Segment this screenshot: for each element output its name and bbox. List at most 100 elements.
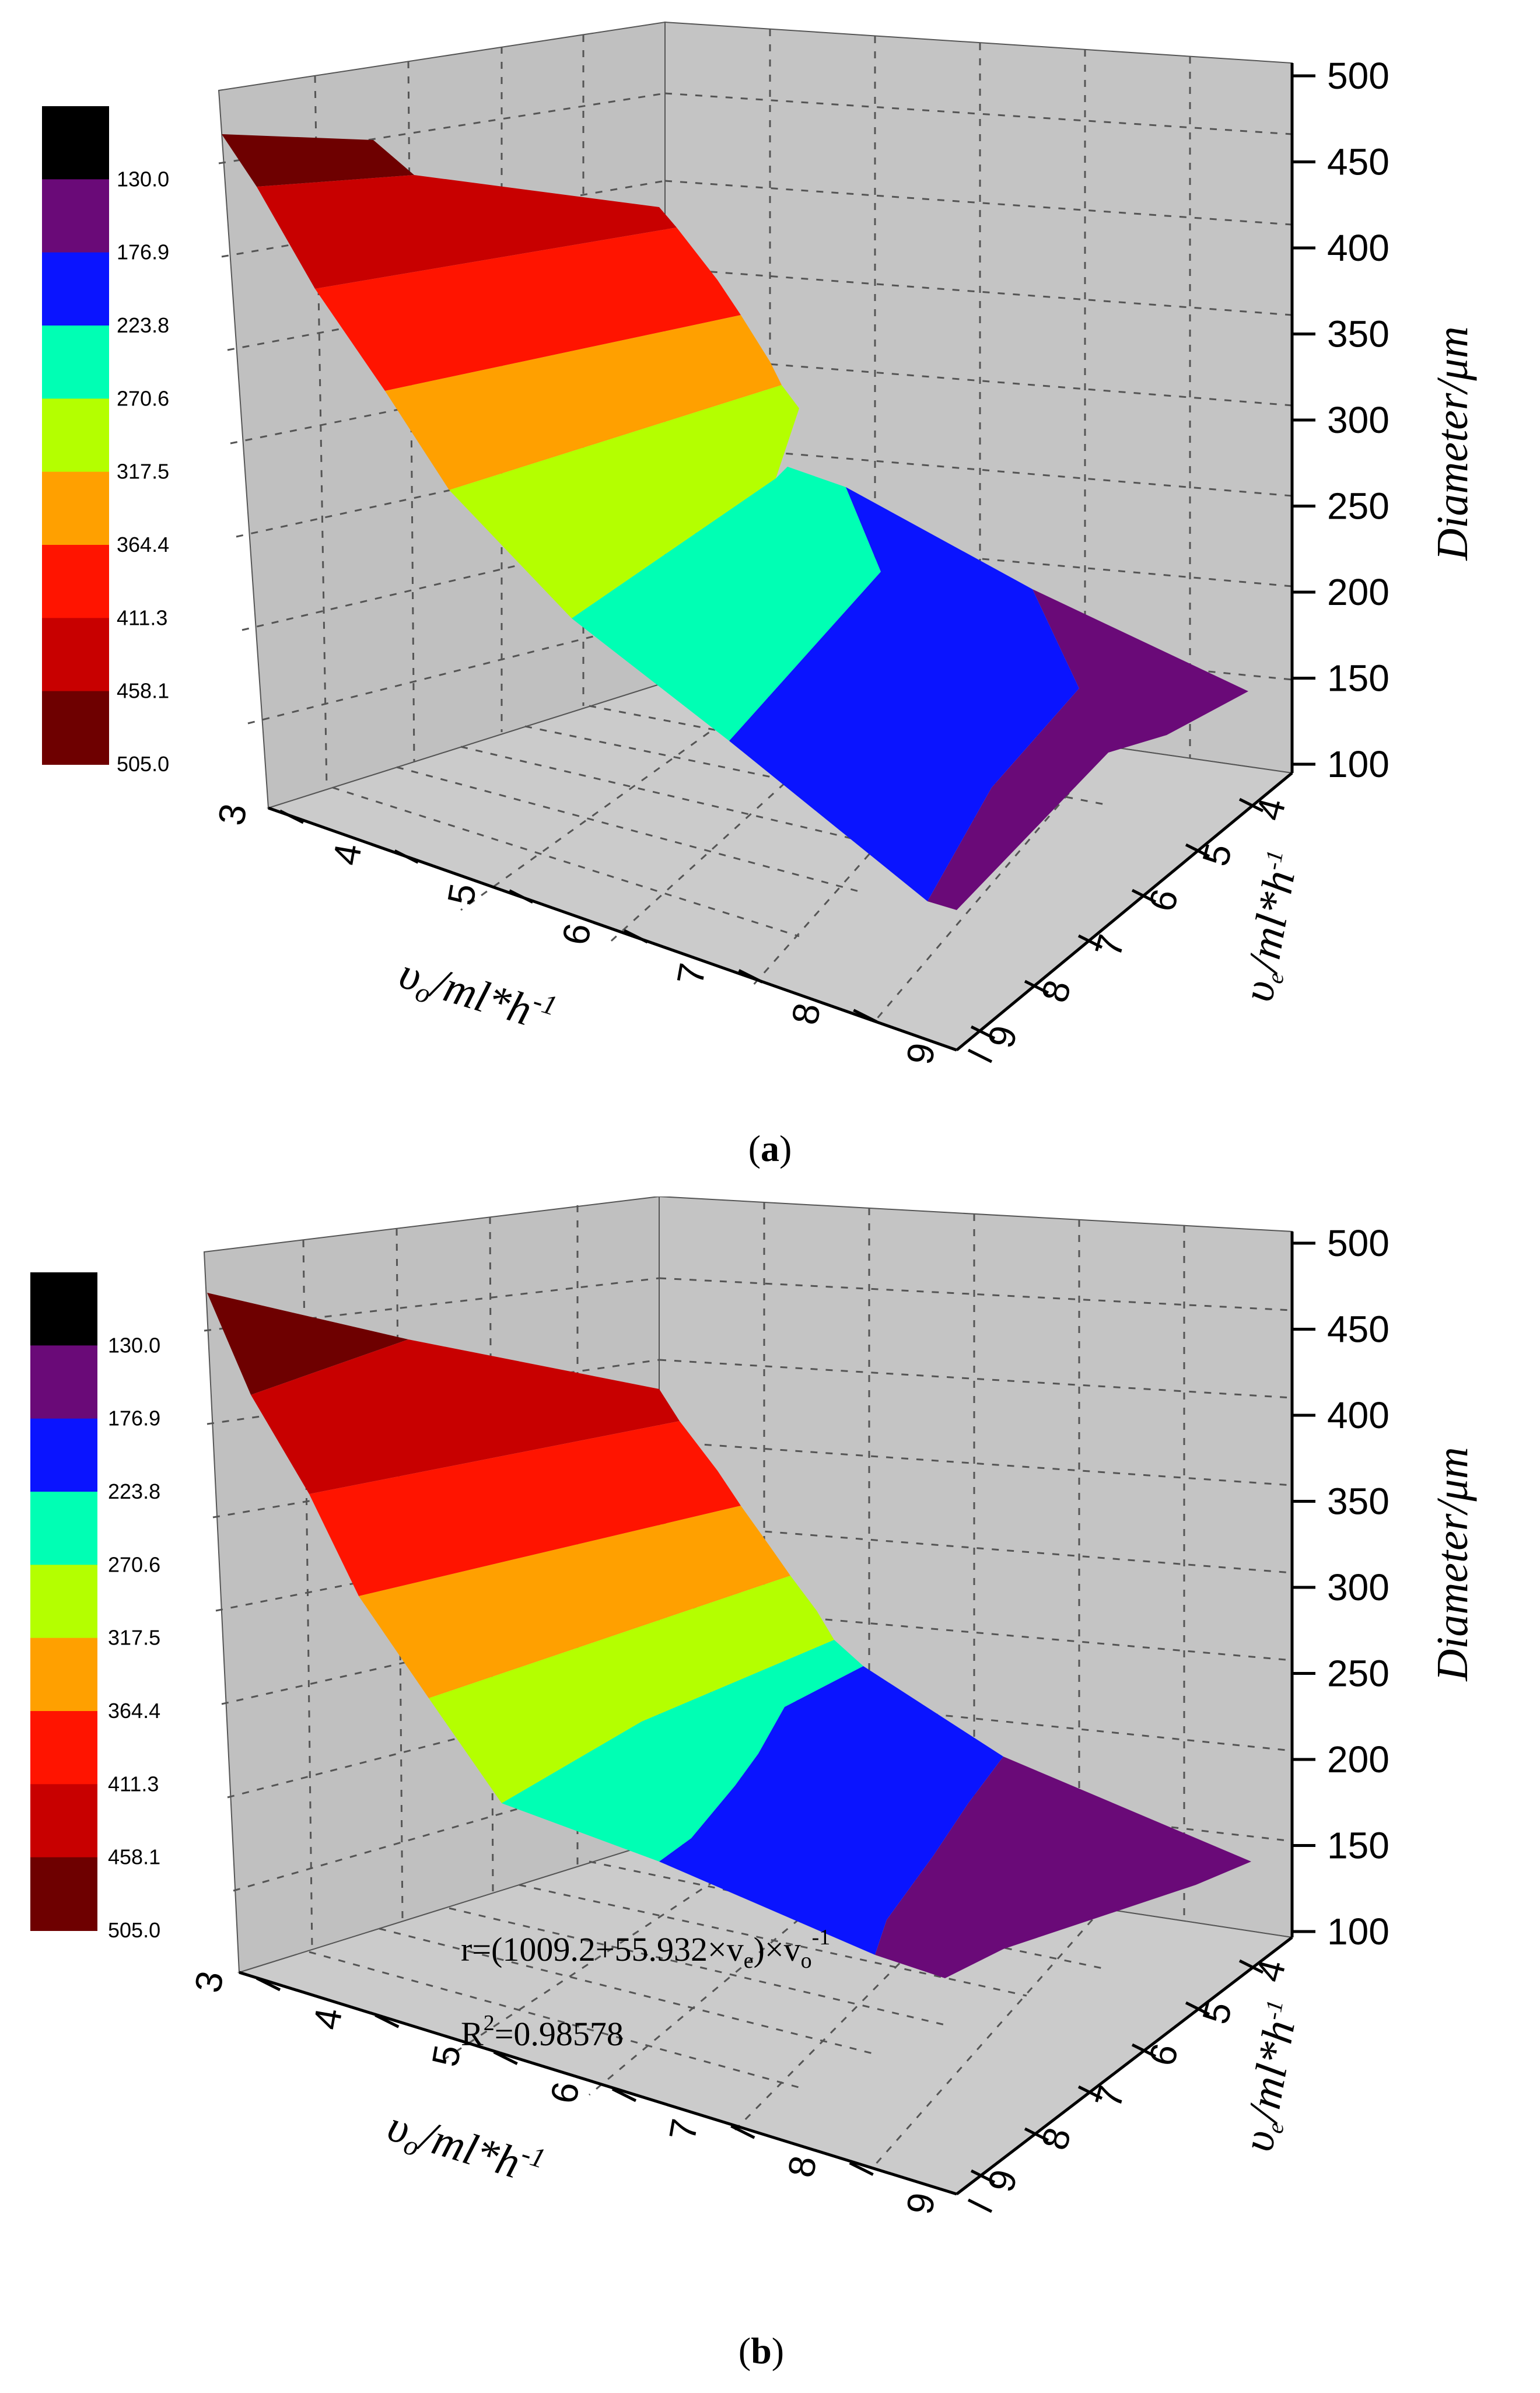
colorbar-swatch xyxy=(30,1565,97,1639)
surface-band-6 xyxy=(572,467,881,741)
colorbar-label: 270.6 xyxy=(117,386,169,410)
y-tick-label: 4 xyxy=(1248,1955,1294,1986)
colorbar-swatch xyxy=(42,252,109,326)
z-ticks: 100 150 200 250 300 350 400 450 500 xyxy=(1292,55,1390,785)
y-axis-title: υe/ml*h-1 xyxy=(1233,848,1310,1005)
y-axis-title-sup: -1 xyxy=(1259,848,1288,872)
x-tick-mark xyxy=(738,969,763,984)
surface-band-8 xyxy=(875,1757,1251,1978)
y-tick-mark xyxy=(1238,1959,1264,1974)
colorbar-swatch xyxy=(30,1857,97,1931)
surface-band-8 xyxy=(928,589,1248,910)
x-tick-label: 9 xyxy=(898,2189,943,2217)
colorbar-swatch xyxy=(30,1418,97,1492)
colorbar-swatch xyxy=(30,1638,97,1712)
colorbar-swatch xyxy=(42,618,109,692)
colorbar-swatch xyxy=(42,179,109,253)
colorbar-swatch xyxy=(42,326,109,400)
x-tick-mark xyxy=(623,929,649,944)
colorbar-label: 364.4 xyxy=(117,533,169,557)
y-tick-label: 9 xyxy=(979,1021,1026,1052)
z-tick-label: 450 xyxy=(1327,1309,1390,1351)
equation-line-1: r=(1009.2+55.932×ve)×vo-1 xyxy=(461,1925,830,1973)
y-tick-mark xyxy=(970,2169,996,2184)
y-tick-label: 9 xyxy=(979,2165,1026,2196)
x-tick-mark xyxy=(493,2051,518,2065)
x-tick-label: 6 xyxy=(554,920,599,948)
surface-band-3 xyxy=(315,228,741,391)
y-tick-label: 8 xyxy=(1033,2123,1079,2154)
surface-band-7 xyxy=(659,1666,1003,1955)
colorbar-swatch xyxy=(42,545,109,619)
x-tick-mark xyxy=(730,2125,755,2139)
y-tick-mark xyxy=(1238,797,1264,813)
y-tick-label: 7 xyxy=(1087,2081,1133,2112)
z-tick-label: 250 xyxy=(1327,485,1390,527)
x-tick-mark xyxy=(509,889,534,904)
z-tick-label: 450 xyxy=(1327,141,1390,183)
y-tick-label: 6 xyxy=(1140,885,1186,916)
caption-b: (b) xyxy=(738,2330,784,2371)
colorbar-swatch xyxy=(30,1711,97,1785)
surface xyxy=(222,134,1248,910)
z-tick-label: 350 xyxy=(1327,313,1390,355)
y-tick-mark xyxy=(1131,2043,1157,2058)
z-tick-label: 200 xyxy=(1327,1738,1390,1780)
x-tick-mark xyxy=(394,849,419,864)
surface-band-5 xyxy=(449,385,799,618)
colorbar-swatch xyxy=(42,471,109,545)
x-tick-label: 7 xyxy=(661,2116,706,2144)
x-tick-label: 4 xyxy=(305,2005,350,2033)
y-tick-mark xyxy=(1024,2127,1049,2142)
x-axis-title-rest: /ml*h xyxy=(413,2111,526,2188)
x-axis-title: υo/ml*h-1 xyxy=(381,2098,549,2199)
colorbar-label: 317.5 xyxy=(117,460,169,484)
x-axis-title: υo/ml*h-1 xyxy=(393,946,561,1046)
z-tick-label: 500 xyxy=(1327,55,1390,97)
z-axis-title: Diameter/μm xyxy=(1428,1447,1477,1681)
colorbar-label: 223.8 xyxy=(117,313,169,337)
colorbar-label: 364.4 xyxy=(108,1699,160,1723)
colorbar-label: 223.8 xyxy=(108,1479,160,1503)
x-tick-mark xyxy=(374,2014,400,2028)
axis-lines xyxy=(268,63,1294,1052)
colorbar-label: 130.0 xyxy=(108,1333,160,1357)
caption-a: (a) xyxy=(748,1128,792,1169)
x-tick-mark xyxy=(279,809,304,824)
z-ticks: 100 150 200 250 300 350 400 450 500 xyxy=(1292,1222,1390,1953)
z-axis-title: Diameter/μm xyxy=(1428,326,1477,561)
x-tick-label: 5 xyxy=(439,880,484,908)
x-tick-label: 6 xyxy=(542,2079,587,2107)
y-tick-label: 5 xyxy=(1194,839,1240,870)
surface-band-3 xyxy=(309,1421,741,1596)
y-tick-mark xyxy=(1131,888,1157,904)
equation-line-2: R2=0.98578 xyxy=(461,2011,624,2053)
surface-band-6 xyxy=(502,1640,863,1862)
y-tick-label: 4 xyxy=(1248,794,1294,825)
z-tick-label: 150 xyxy=(1327,1825,1390,1867)
x-tick-label: 3 xyxy=(210,800,255,828)
colorbar-label: 270.6 xyxy=(108,1552,160,1576)
surface-band-1 xyxy=(207,1293,408,1395)
colorbar-label: 458.1 xyxy=(108,1845,160,1869)
x-tick-mark xyxy=(849,2161,874,2176)
x-tick-label: 7 xyxy=(668,960,713,988)
y-tick-mark xyxy=(1185,843,1210,858)
y-tick-label: 6 xyxy=(1140,2039,1186,2070)
x-tick-mark xyxy=(853,1009,878,1023)
z-tick-label: 500 xyxy=(1327,1222,1390,1264)
colorbar-swatch xyxy=(42,106,109,180)
surface-band-1 xyxy=(222,134,414,187)
z-tick-label: 400 xyxy=(1327,1394,1390,1436)
z-tick-label: 250 xyxy=(1327,1653,1390,1695)
colorbar-label: 317.5 xyxy=(108,1626,160,1650)
z-tick-label: 350 xyxy=(1327,1481,1390,1523)
x-tick-mark xyxy=(256,1976,281,1992)
y-axis-title-rest: /ml*h xyxy=(1238,2017,1304,2127)
y-tick-mark xyxy=(970,1025,996,1040)
colorbar-label: 505.0 xyxy=(117,752,169,776)
